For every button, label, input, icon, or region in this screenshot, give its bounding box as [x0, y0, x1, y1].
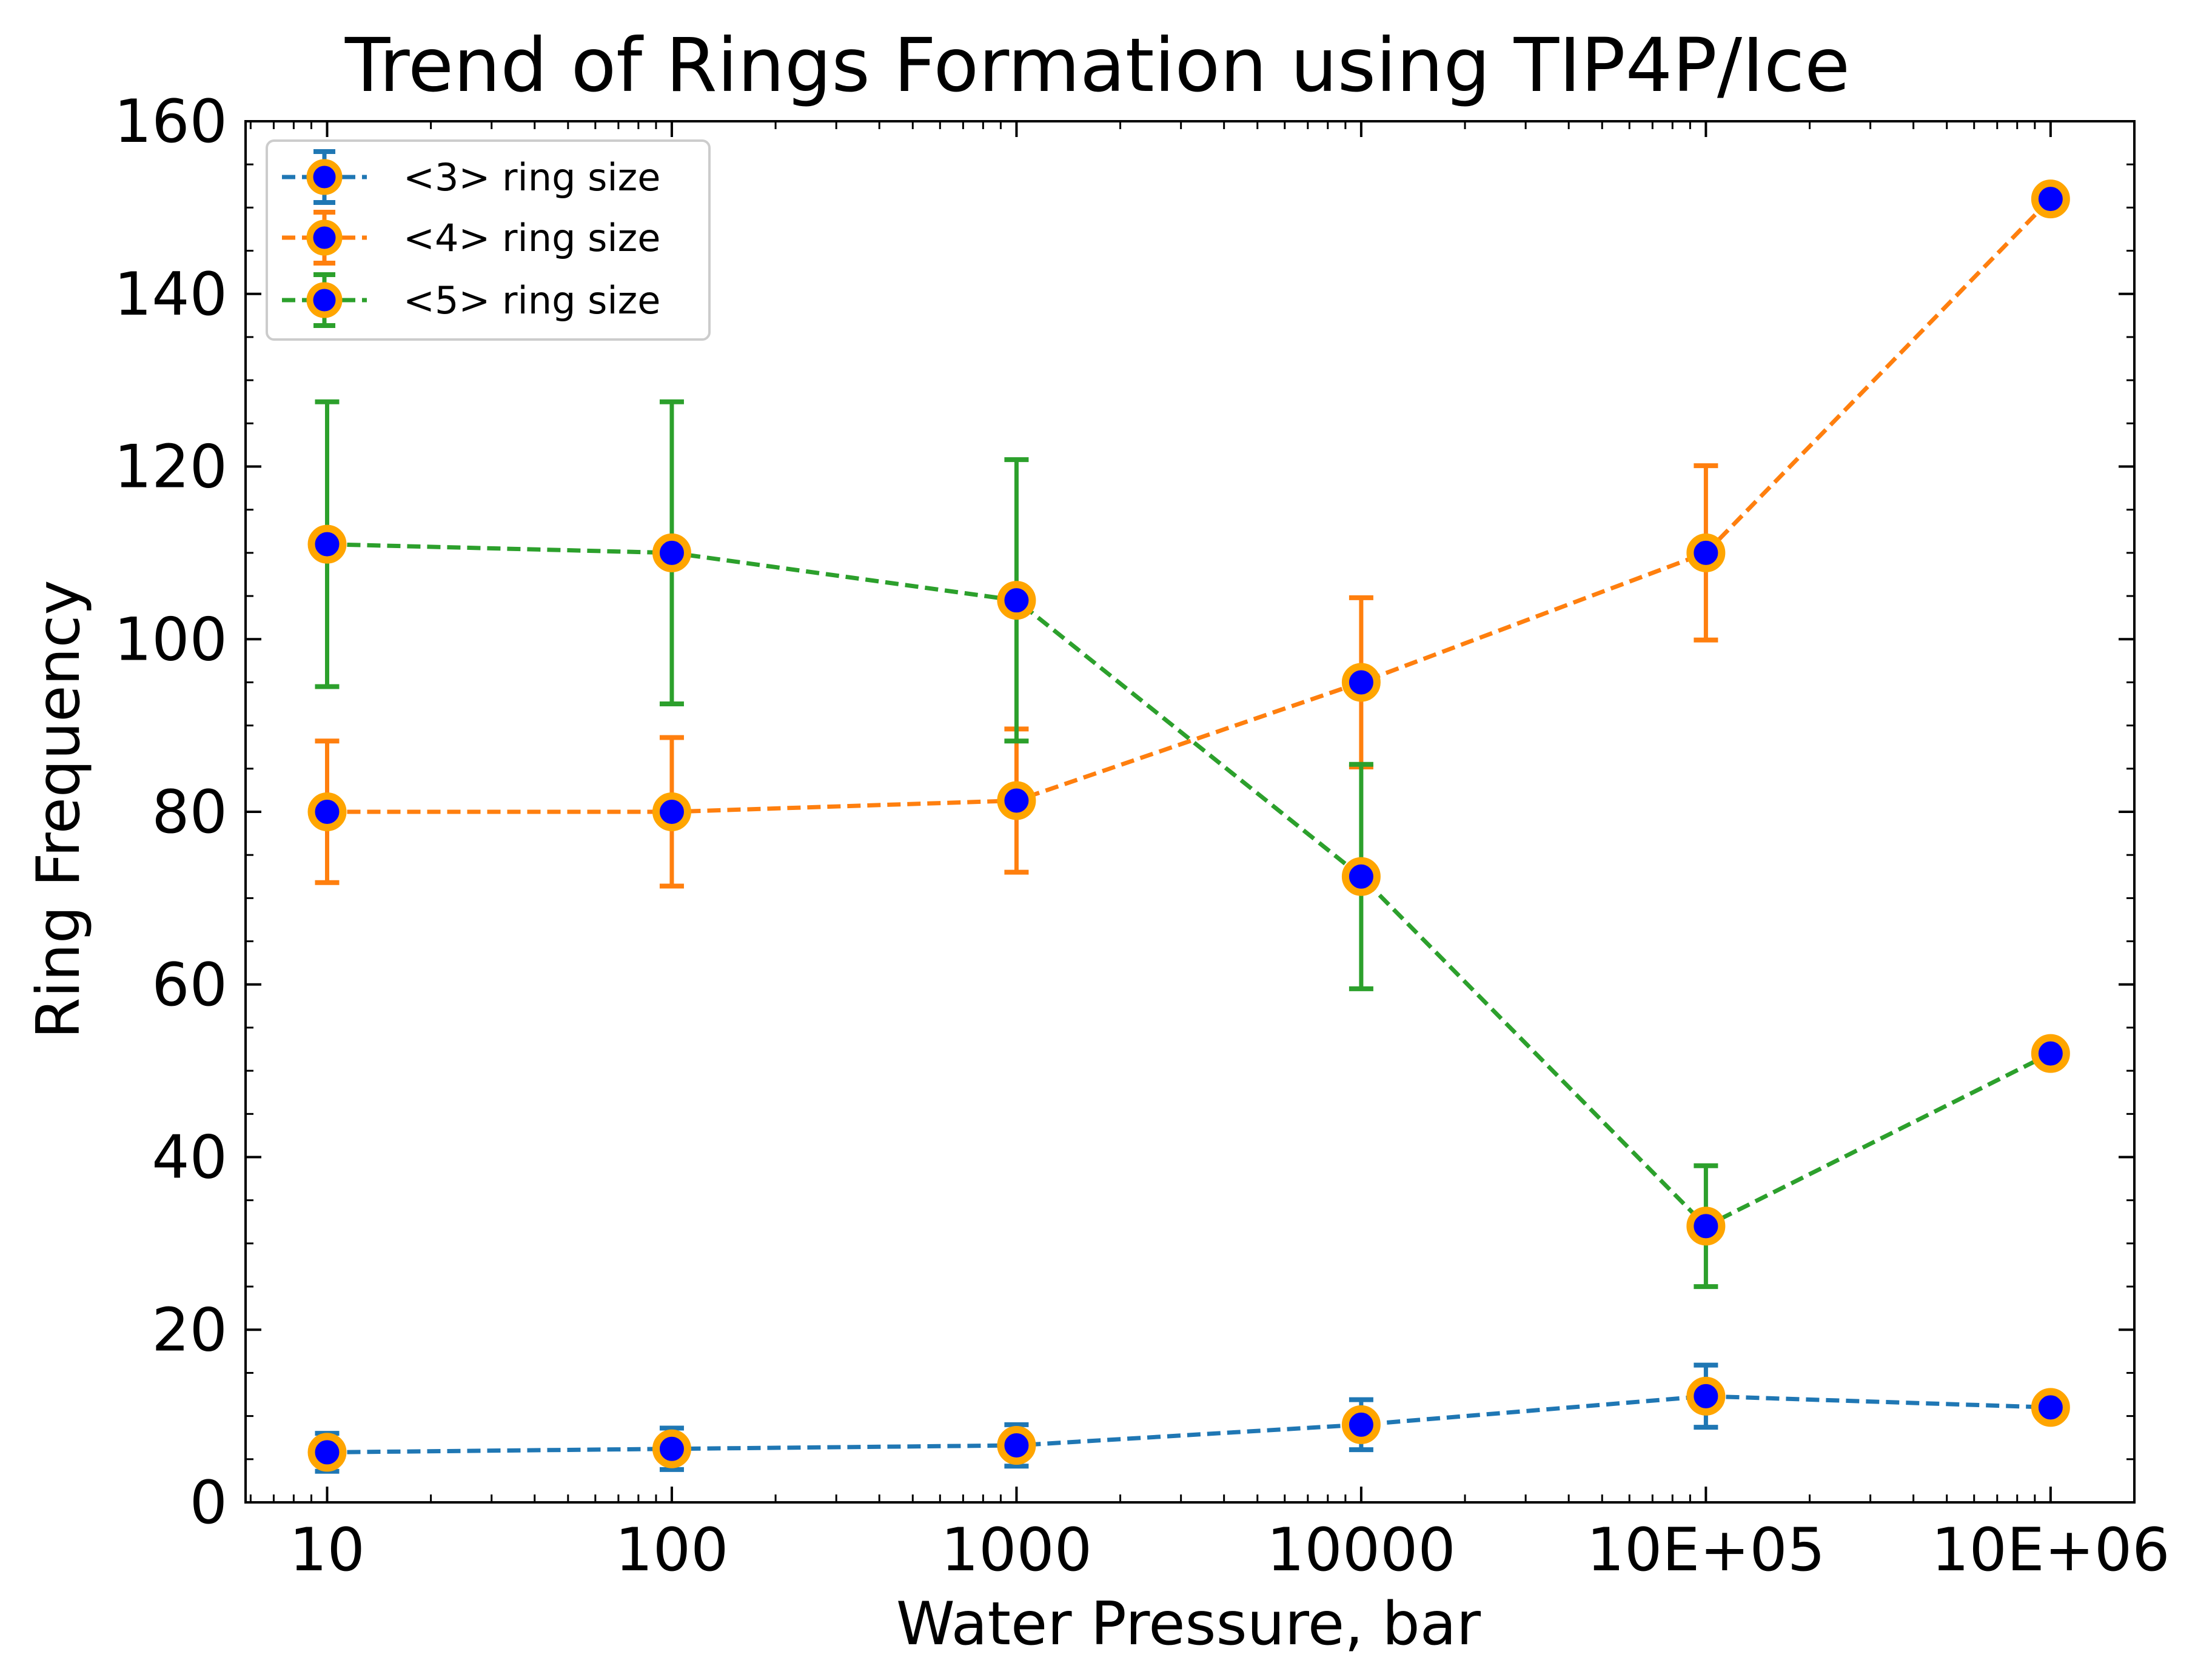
- legend-marker: [306, 219, 343, 256]
- series-line: [327, 197, 2053, 814]
- data-point: [307, 1433, 347, 1472]
- legend-label: <4> ring size: [403, 216, 660, 260]
- series-line: [327, 1394, 2051, 1454]
- y-tick-label: 140: [114, 260, 227, 329]
- data-point: [652, 533, 691, 572]
- data-point: [307, 792, 347, 831]
- chart-title: Trend of Rings Formation using TIP4P/Ice: [344, 22, 1850, 109]
- x-tick-label: 100: [615, 1516, 728, 1585]
- y-tick-label: 40: [152, 1123, 227, 1193]
- data-point: [1341, 663, 1381, 702]
- data-point: [652, 792, 691, 831]
- y-tick-label: 120: [114, 433, 227, 502]
- x-axis-label: Water Pressure, bar: [896, 1590, 1481, 1659]
- data-point: [1341, 1405, 1381, 1444]
- legend-label: <5> ring size: [403, 278, 660, 323]
- data-point: [2031, 1034, 2070, 1073]
- legend-marker: [306, 159, 343, 195]
- legend-marker: [306, 282, 343, 318]
- data-point: [997, 581, 1036, 620]
- data-point: [2031, 1388, 2070, 1427]
- data-point: [307, 524, 347, 564]
- x-tick-label: 10E+05: [1587, 1516, 1825, 1585]
- legend-frame: [266, 139, 711, 341]
- y-tick-label: 80: [152, 778, 227, 847]
- x-tick-label: 10: [289, 1516, 365, 1585]
- y-tick-label: 160: [114, 87, 227, 156]
- data-point: [1686, 1376, 1726, 1416]
- data-point: [1341, 857, 1381, 896]
- data-point: [2031, 179, 2070, 219]
- y-tick-label: 20: [152, 1296, 227, 1365]
- data-point: [997, 1426, 1036, 1465]
- data-point: [1686, 1206, 1726, 1246]
- x-tick-label: 10000: [1267, 1516, 1456, 1585]
- y-tick-label: 0: [190, 1468, 227, 1538]
- y-tick-label: 60: [152, 951, 227, 1020]
- legend-label: <3> ring size: [403, 155, 660, 199]
- y-axis-label: Ring Frequency: [24, 580, 93, 1039]
- series-line: [327, 542, 2052, 1229]
- x-tick-label: 1000: [941, 1516, 1092, 1585]
- legend: <3> ring size <4> ring size <5> ring size: [266, 139, 711, 341]
- data-point: [652, 1429, 691, 1468]
- plot-area: 0 20 40 60 80 100 120 140 160 10 100 1000 10000 10E+0…: [114, 87, 2170, 1585]
- data-point: [997, 781, 1036, 820]
- data-point: [1686, 533, 1726, 572]
- y-tick-label: 100: [114, 605, 227, 674]
- x-tick-label: 10E+06: [1931, 1516, 2170, 1585]
